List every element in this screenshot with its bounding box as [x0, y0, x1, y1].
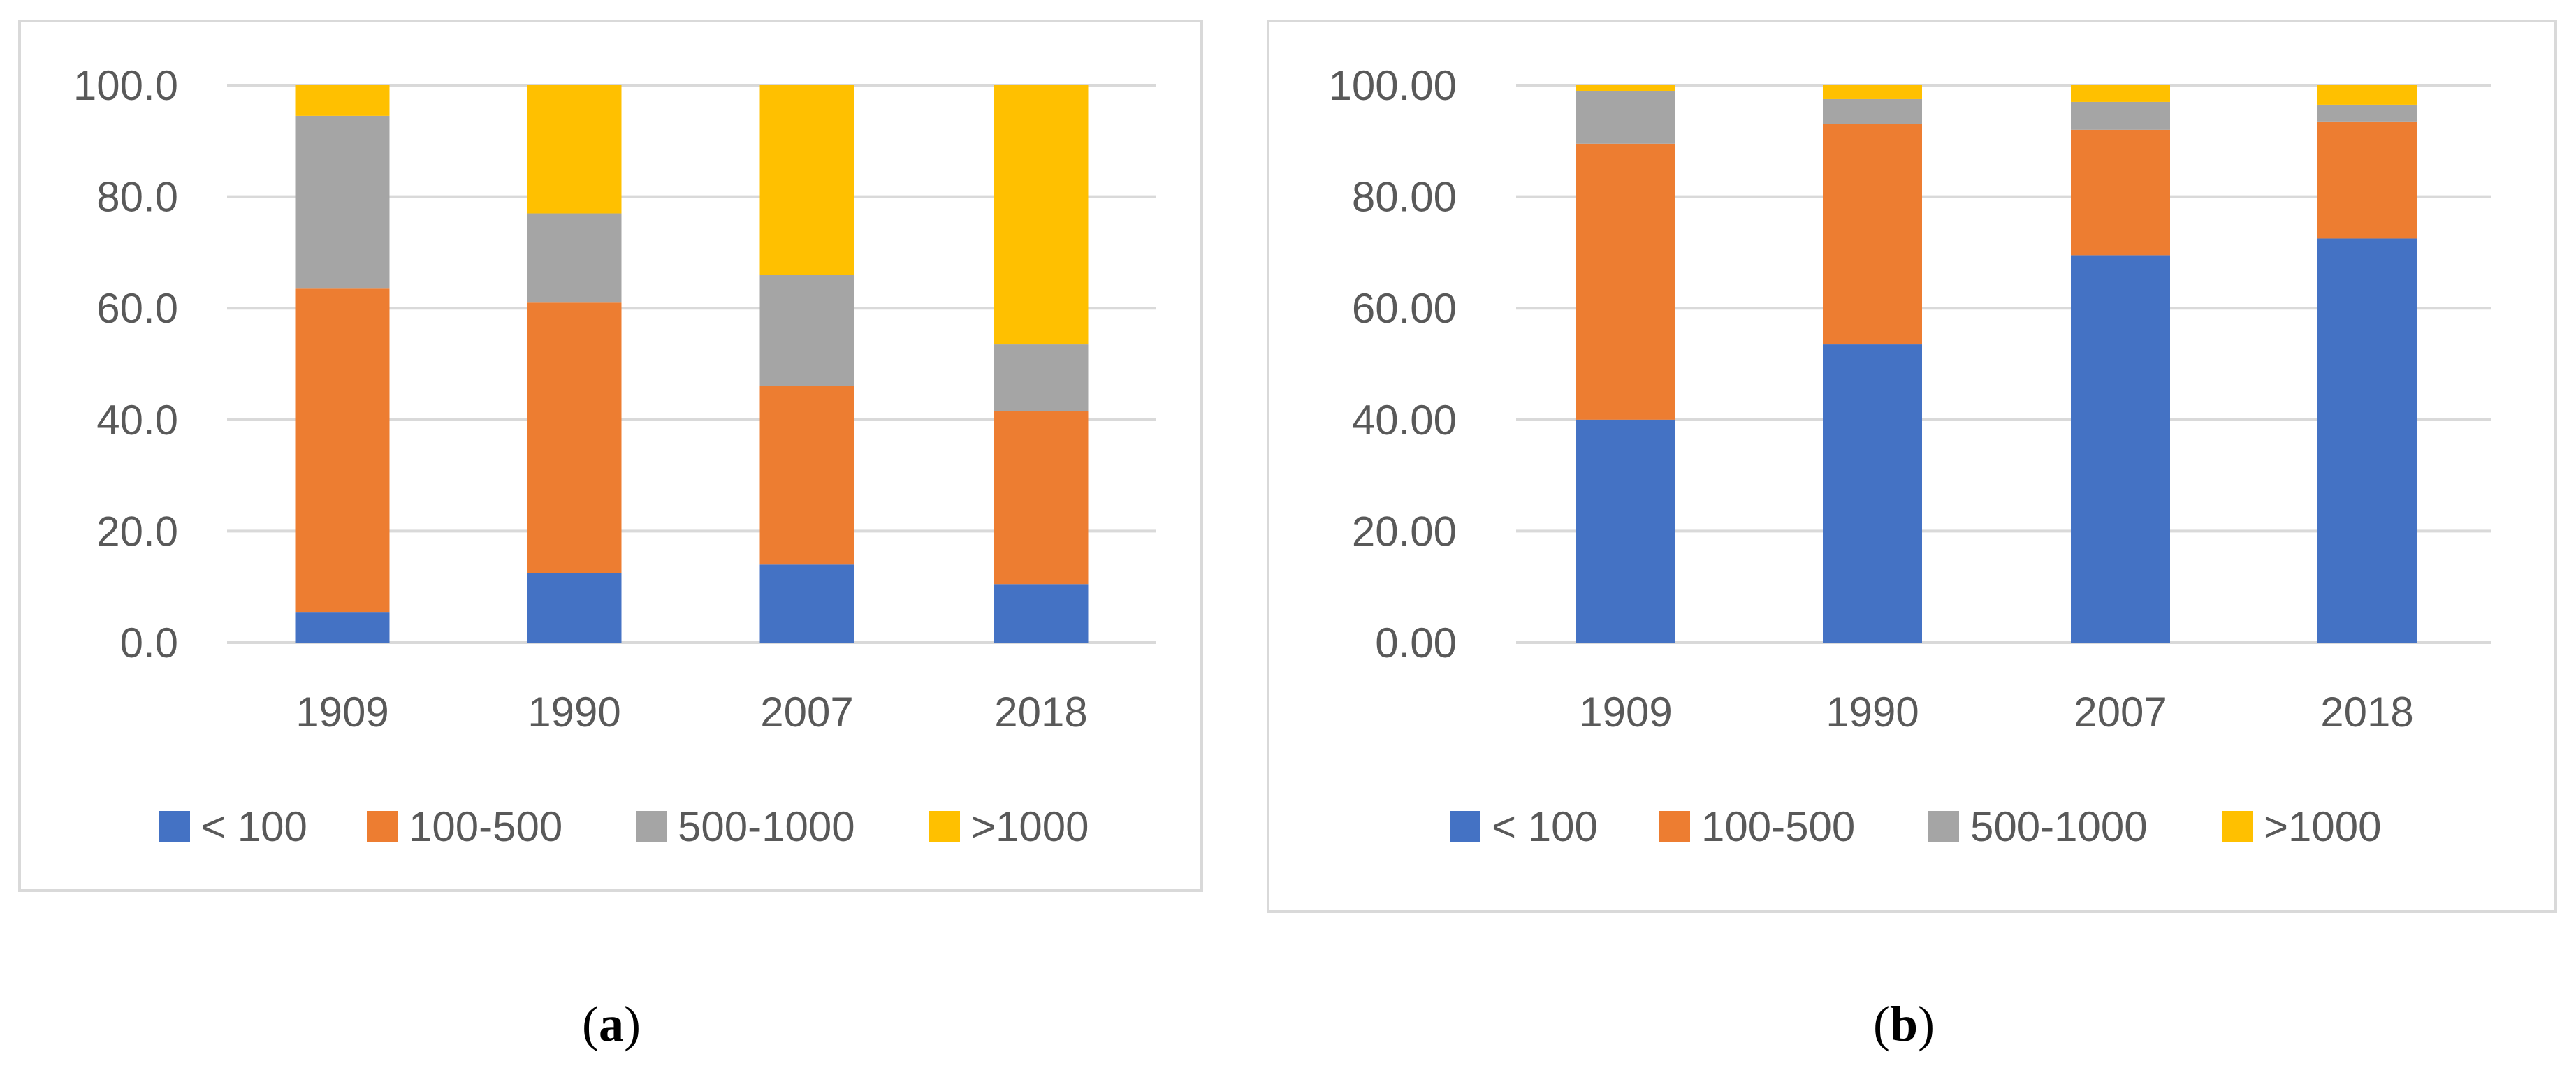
- legend-label: < 100: [1492, 803, 1598, 850]
- y-tick-label: 20.0: [96, 508, 178, 555]
- bar-segment-2018-5001000: [994, 344, 1089, 411]
- bar-segment-1909-100: [295, 612, 390, 643]
- y-tick-label: 80.00: [1352, 174, 1457, 221]
- legend-label: 500-1000: [1970, 803, 2148, 850]
- bar-segment-2018-100: [994, 584, 1089, 643]
- panel-caption: (a): [582, 996, 641, 1052]
- bar-segment-2018-1000: [994, 85, 1089, 345]
- y-tick-label: 80.0: [96, 174, 178, 221]
- legend-label: 100-500: [1701, 803, 1855, 850]
- legend-label: >1000: [2264, 803, 2382, 850]
- bar-segment-1990-1000: [527, 85, 622, 214]
- bar-segment-1909-5001000: [295, 115, 390, 289]
- bar-segment-2007-100500: [759, 386, 854, 565]
- bar-segment-1990-100: [1823, 344, 1922, 643]
- bar-segment-2007-1000: [759, 85, 854, 275]
- bar-segment-1990-5001000: [527, 213, 622, 303]
- legend-label: 100-500: [409, 803, 562, 850]
- bar-segment-1990-1000: [1823, 85, 1922, 99]
- y-tick-label: 40.0: [96, 397, 178, 444]
- bar-segment-2007-1000: [2071, 85, 2170, 102]
- y-tick-label: 20.00: [1352, 508, 1457, 555]
- legend-swatch: [636, 811, 667, 842]
- legend-swatch: [1450, 811, 1480, 842]
- legend-swatch: [159, 811, 190, 842]
- bar-segment-2018-100: [2317, 238, 2417, 643]
- bar-segment-1990-100: [527, 573, 622, 643]
- x-tick-label: 1990: [527, 689, 620, 736]
- legend-swatch: [367, 811, 398, 842]
- bar-segment-1990-100500: [527, 302, 622, 573]
- bar-segment-2007-5001000: [2071, 101, 2170, 130]
- legend-label: < 100: [201, 803, 307, 850]
- x-tick-label: 2018: [2320, 689, 2413, 736]
- bar-segment-2007-5001000: [759, 275, 854, 386]
- legend-label: 500-1000: [678, 803, 855, 850]
- legend-label: >1000: [971, 803, 1089, 850]
- bar-segment-1909-100500: [295, 288, 390, 613]
- legend-swatch: [1928, 811, 1959, 842]
- bar-segment-1909-1000: [295, 85, 390, 116]
- y-tick-label: 60.00: [1352, 285, 1457, 332]
- y-tick-label: 0.0: [120, 620, 178, 666]
- x-tick-label: 1909: [1579, 689, 1672, 736]
- bar-segment-1990-5001000: [1823, 98, 1922, 124]
- chart-panel-a: 0.0 20.0 40.0 60.0 80.0 100.0 1909 1990 2007 2018…: [18, 20, 1203, 1052]
- y-tick-label: 0.00: [1375, 620, 1457, 666]
- bar-segment-1909-100500: [1576, 143, 1675, 420]
- bar-segment-2007-100500: [2071, 129, 2170, 256]
- bar-segment-2007-100: [2071, 255, 2170, 643]
- bar-segment-2018-1000: [2317, 85, 2417, 105]
- x-tick-label: 2018: [994, 689, 1087, 736]
- chart-panel-b: 0.00 20.00 40.00 60.00 80.00 100.00 1909 1990 20…: [1267, 20, 2557, 1052]
- bar-segment-2018-5001000: [2317, 104, 2417, 122]
- bar-segment-2018-100500: [2317, 121, 2417, 239]
- legend-swatch: [2222, 811, 2253, 842]
- bar-segment-2007-100: [759, 564, 854, 643]
- x-tick-label: 2007: [2074, 689, 2167, 736]
- panel-caption: (b): [1873, 996, 1935, 1052]
- x-tick-label: 2007: [760, 689, 853, 736]
- y-tick-label: 40.00: [1352, 397, 1457, 444]
- legend-swatch: [929, 811, 960, 842]
- legend-swatch: [1659, 811, 1690, 842]
- x-tick-label: 1990: [1826, 689, 1919, 736]
- bar-segment-1909-5001000: [1576, 90, 1675, 144]
- y-tick-label: 100.0: [73, 62, 178, 109]
- y-tick-label: 100.00: [1328, 62, 1457, 109]
- y-tick-label: 60.0: [96, 285, 178, 332]
- bar-segment-2018-100500: [994, 411, 1089, 585]
- bar-segment-1990-100500: [1823, 124, 1922, 345]
- bar-segment-1909-1000: [1576, 85, 1675, 91]
- bar-segment-1909-100: [1576, 419, 1675, 643]
- x-tick-label: 1909: [296, 689, 388, 736]
